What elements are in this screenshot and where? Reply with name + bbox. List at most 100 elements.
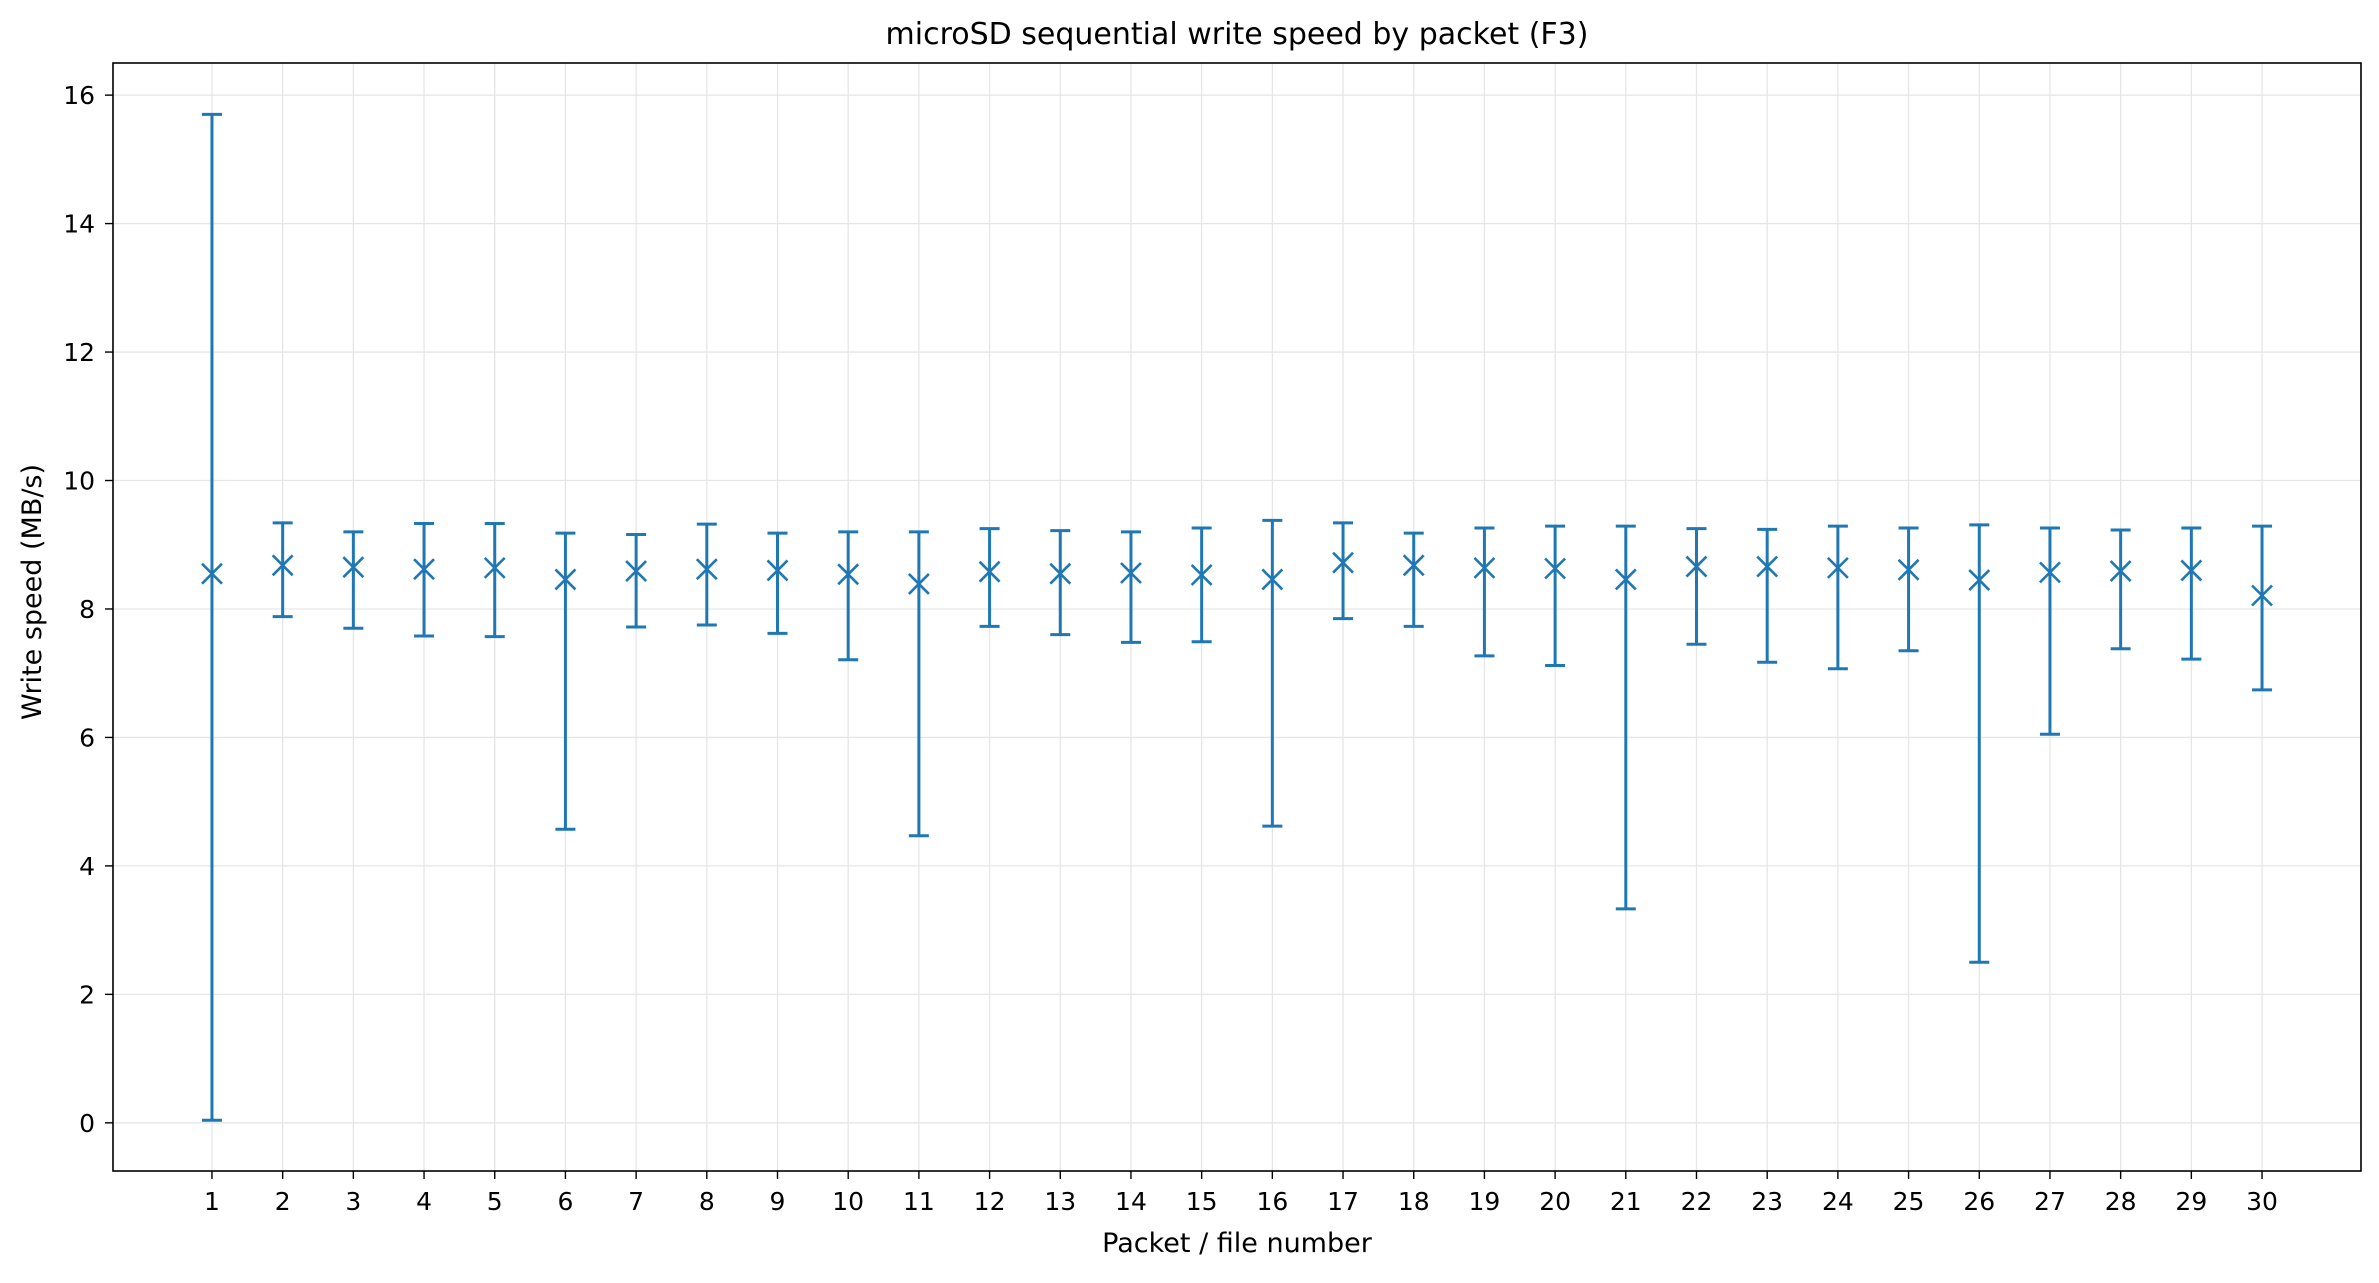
x-tick-label: 4 [416, 1187, 432, 1216]
y-tick-label: 6 [79, 723, 95, 752]
marker-stroke [413, 558, 435, 581]
data-point-marker [1049, 562, 1072, 585]
x-tick-label: 20 [1539, 1187, 1571, 1216]
axis-ticks: 1 2 3 4 5 6 7 8 9 10 11 12 13 14 15 16 17 18 19 20 21 22 23 24 2… [63, 81, 2278, 1216]
x-tick-label: 28 [2105, 1187, 2137, 1216]
marker-stroke [907, 573, 930, 595]
marker-stroke [1826, 556, 1849, 579]
x-tick-label: 6 [557, 1187, 573, 1216]
data-point-marker [2109, 560, 2132, 582]
data-point-marker [271, 554, 294, 577]
y-tick-label: 10 [63, 467, 95, 496]
marker-stroke [2251, 584, 2273, 607]
data-point-marker [1968, 569, 1991, 591]
marker-stroke [1685, 555, 1708, 578]
marker-stroke [1402, 554, 1425, 577]
data-point-marker [837, 563, 860, 586]
marker-stroke [1544, 557, 1567, 580]
x-tick-label: 9 [770, 1187, 786, 1216]
y-tick-label: 2 [79, 980, 95, 1009]
plot-area-frame [112, 62, 2362, 1172]
data-point-marker [2039, 561, 2061, 584]
marker-stroke [978, 560, 1001, 583]
marker-stroke [1261, 568, 1284, 591]
data-series [201, 112, 2273, 1122]
x-tick-label: 13 [1044, 1187, 1076, 1216]
marker-stroke [1049, 562, 1072, 585]
data-point-marker [766, 559, 789, 582]
data-point-marker [1332, 551, 1354, 574]
x-tick-label: 10 [832, 1187, 864, 1216]
marker-stroke [483, 556, 506, 579]
data-point-marker [1544, 557, 1567, 580]
data-point-marker [695, 558, 718, 581]
data-point-marker [1756, 555, 1779, 578]
y-tick-label: 14 [63, 210, 95, 239]
x-tick-label: 29 [2175, 1187, 2207, 1216]
x-tick-label: 17 [1327, 1187, 1359, 1216]
marker-stroke [2039, 561, 2061, 584]
x-tick-label: 16 [1256, 1187, 1288, 1216]
x-tick-label: 26 [1963, 1187, 1995, 1216]
data-point-marker [1897, 558, 1920, 581]
x-tick-label: 5 [487, 1187, 503, 1216]
y-tick-label: 0 [79, 1109, 95, 1138]
x-tick-label: 3 [345, 1187, 361, 1216]
x-tick-label: 21 [1610, 1187, 1642, 1216]
marker-stroke [342, 556, 365, 579]
x-tick-label: 11 [903, 1187, 935, 1216]
data-point-marker [1614, 568, 1637, 591]
marker-stroke [1120, 562, 1142, 584]
data-point-marker [554, 568, 577, 591]
y-tick-label: 8 [79, 595, 95, 624]
data-point-marker [201, 562, 223, 585]
y-axis-label: Write speed (MB/s) [17, 464, 48, 720]
data-point-marker [1685, 555, 1708, 578]
x-tick-label: 18 [1398, 1187, 1430, 1216]
x-tick-label: 14 [1115, 1187, 1147, 1216]
x-axis-label: Packet / file number [1102, 1228, 1373, 1259]
marker-stroke [554, 568, 577, 591]
data-point-marker [1190, 564, 1213, 586]
data-point-marker [1402, 554, 1425, 577]
y-tick-label: 4 [79, 852, 95, 881]
marker-stroke [1897, 558, 1920, 581]
marker-stroke [1190, 564, 1213, 586]
marker-stroke [2180, 559, 2203, 582]
marker-stroke [695, 558, 718, 581]
marker-stroke [1473, 556, 1496, 579]
data-point-marker [978, 560, 1001, 583]
data-point-marker [1261, 568, 1284, 591]
marker-stroke [271, 554, 294, 577]
data-point-marker [483, 556, 506, 579]
marker-stroke [837, 563, 860, 586]
data-point-marker [2180, 559, 2203, 582]
data-point-marker [413, 558, 435, 581]
data-point-marker [342, 556, 365, 579]
marker-stroke [625, 560, 648, 582]
y-tick-label: 12 [63, 338, 95, 367]
data-point-marker [625, 560, 648, 582]
data-point-marker [2251, 584, 2273, 607]
marker-stroke [1614, 568, 1637, 591]
chart-title: microSD sequential write speed by packet… [886, 17, 1589, 52]
data-point-marker [1826, 556, 1849, 579]
x-tick-label: 8 [699, 1187, 715, 1216]
x-tick-label: 23 [1751, 1187, 1783, 1216]
x-tick-label: 12 [974, 1187, 1006, 1216]
marker-stroke [2109, 560, 2132, 582]
x-tick-label: 7 [628, 1187, 644, 1216]
x-tick-label: 1 [204, 1187, 220, 1216]
data-point-marker [1473, 556, 1496, 579]
marker-stroke [1756, 555, 1779, 578]
marker-stroke [766, 559, 789, 582]
x-tick-label: 19 [1469, 1187, 1501, 1216]
x-tick-label: 2 [275, 1187, 291, 1216]
x-tick-label: 27 [2034, 1187, 2066, 1216]
x-tick-label: 22 [1681, 1187, 1713, 1216]
marker-stroke [1968, 569, 1991, 591]
marker-stroke [201, 562, 223, 585]
data-point-marker [907, 573, 930, 595]
data-point-marker [1120, 562, 1142, 584]
